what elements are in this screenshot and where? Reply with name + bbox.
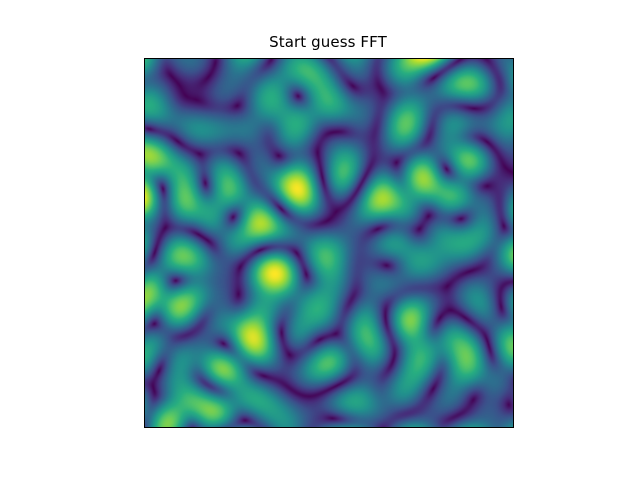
chart-title: Start guess FFT bbox=[269, 33, 387, 51]
heatmap-image bbox=[144, 58, 514, 428]
plot-area bbox=[144, 58, 514, 428]
